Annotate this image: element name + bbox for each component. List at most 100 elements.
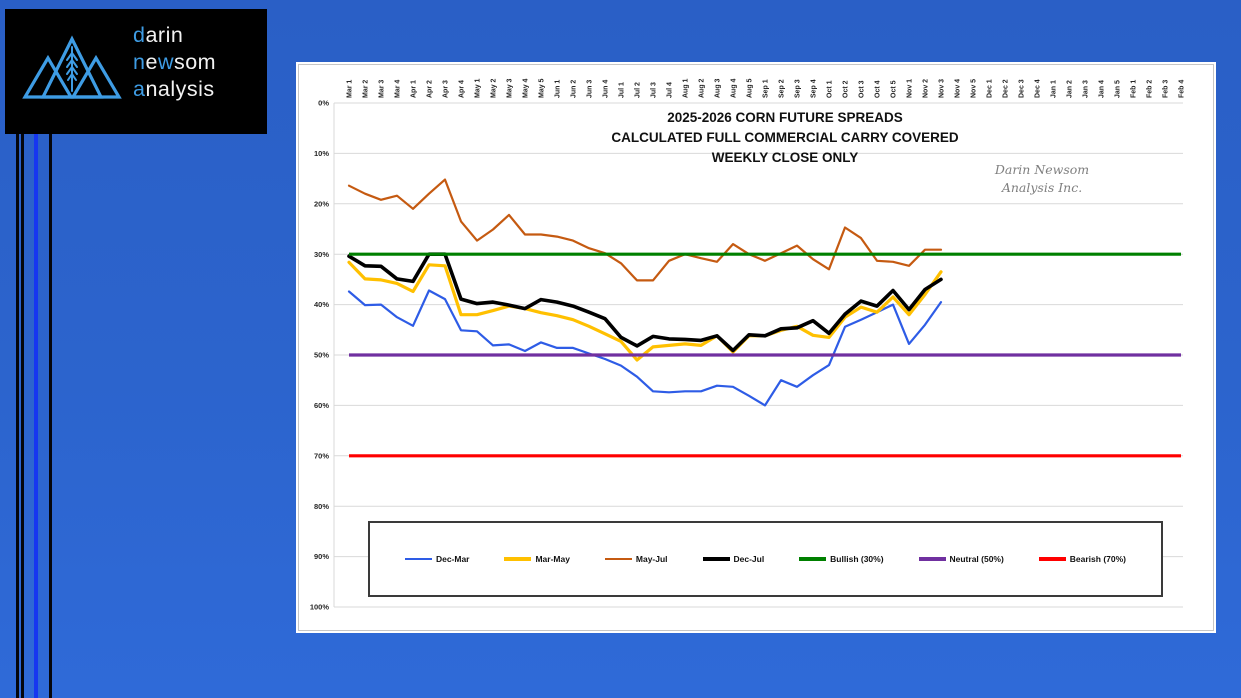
x-axis-tick-label: May 3 [507,78,514,98]
x-axis-tick-label: Jan 5 [1115,80,1122,98]
window-edge-stripe [33,134,38,698]
dna-mountains-wheat-icon [22,35,122,99]
y-axis-tick-label: 10% [314,149,329,158]
x-axis-tick-label: Apr 4 [459,80,466,98]
window-edge-stripe [16,134,19,698]
legend-line-swatch [799,557,827,561]
series-line-dec-mar [347,289,943,407]
y-axis-tick-label: 20% [314,199,329,208]
x-axis-tick-label: Dec 4 [1035,79,1042,98]
x-axis-tick-label: Sep 1 [763,79,770,98]
x-axis-tick-label: Jan 3 [1083,80,1090,98]
legend-label: Dec-Mar [435,554,470,564]
x-axis-tick-label: Sep 3 [795,79,802,98]
x-axis-tick-label: Jun 1 [555,80,562,98]
x-axis-tick-label: Nov 3 [939,79,946,98]
x-axis-tick-label: Oct 2 [843,80,850,98]
legend-line-swatch [604,557,632,561]
x-axis-tick-label: Dec 3 [1019,79,1026,98]
legend-entry: Neutral (50%) [918,554,1004,564]
watermark-signature: Darin Newsom Analysis Inc. [994,162,1090,195]
chart-window: 0% 10% 20% 30% 40% 50% 60% 70% 80% 90% 100% Mar 1 Ma… [296,62,1216,633]
x-axis-tick-label: Jan 1 [1051,80,1058,98]
x-axis-tick-label: Jul 1 [619,82,626,98]
window-edge-stripe [21,134,24,698]
x-axis-tick-label: Feb 2 [1147,80,1154,98]
x-axis-tick-label: Aug 1 [683,78,690,98]
x-axis-tick-label: May 5 [539,78,546,98]
legend-entry: Bullish (30%) [799,554,884,564]
brand-word: darin [133,23,184,47]
chart-title: 2025-2026 CORN FUTURE SPREADS CALCULATED… [611,110,959,165]
x-axis-tick-label: Mar 3 [379,80,386,98]
x-axis-tick-label: Nov 2 [923,79,930,98]
y-axis-tick-label: 40% [314,300,329,309]
legend-line-swatch [404,557,432,561]
legend-label: Neutral (50%) [949,554,1004,564]
legend-entry: Dec-Mar [404,554,470,564]
legend-entry: May-Jul [604,554,668,564]
legend-line-swatch [702,557,730,561]
brand-wordmark: darin newsom analysis [133,22,216,103]
corn-spread-line-chart: 0% 10% 20% 30% 40% 50% 60% 70% 80% 90% 100% Mar 1 Ma… [310,78,1186,612]
legend-label: Bullish (30%) [830,554,884,564]
y-axis-tick-label: 90% [314,552,329,561]
x-axis-tick-label: Apr 3 [443,80,450,98]
x-axis-tick-label: Jun 2 [571,80,578,98]
legend-label: Bearish (70%) [1069,554,1126,564]
legend-label: May-Jul [635,554,668,564]
x-axis-tick-label: Nov 1 [907,79,914,98]
x-axis-tick-label: Feb 4 [1179,80,1186,98]
x-axis-tick-label: Aug 4 [731,78,738,98]
x-axis-tick-label: Jun 3 [587,80,594,98]
x-axis-tick-label: Aug 5 [747,78,754,98]
y-axis-tick-label: 50% [314,351,329,360]
legend-label: Mar-May [535,554,570,564]
x-axis-tick-label: Sep 2 [779,79,786,98]
x-axis-tick-label: Dec 2 [1003,79,1010,98]
x-axis-tick-label: Apr 2 [427,80,434,98]
brand-word: analysis [133,77,215,101]
legend-line-swatch [1038,557,1066,561]
x-axis-tick-label: Oct 5 [891,80,898,98]
legend-label: Dec-Jul [733,554,765,564]
x-axis-tick-label: May 1 [475,78,482,98]
series-line-mar-may [347,260,943,362]
legend-line-swatch [504,557,532,561]
y-axis-tick-label: 0% [318,99,329,108]
x-axis-tick-label: Oct 1 [827,80,834,98]
x-axis-tick-label: Jul 3 [651,82,658,98]
y-axis-tick-label: 70% [314,451,329,460]
legend-line-swatch [918,557,946,561]
x-axis-tick-label: Jul 4 [667,82,674,98]
x-axis-tick-label: Mar 4 [395,80,402,98]
legend-entry: Dec-Jul [702,554,765,564]
chart-border [298,64,1214,631]
series-line-dec-jul [347,252,943,353]
y-axis-tick-label: 30% [314,250,329,259]
dna-brand-panel: darin newsom analysis [5,9,267,134]
x-axis-tick-label: Oct 4 [875,80,882,98]
x-axis-tick-label: Mar 2 [363,80,370,98]
x-axis-tick-label: Jan 4 [1099,80,1106,98]
x-axis-tick-label: May 2 [491,78,498,98]
x-axis-tick-label: Oct 3 [859,80,866,98]
series-line-may-jul [347,178,943,282]
x-axis-tick-label: Dec 1 [987,79,994,98]
legend-entry: Bearish (70%) [1038,554,1126,564]
x-axis-tick-label: Jul 2 [635,82,642,98]
x-axis-tick-label: Apr 1 [411,80,418,98]
y-axis-tick-label: 100% [310,603,330,612]
y-axis-tick-label: 60% [314,401,329,410]
x-axis-tick-label: Mar 1 [347,80,354,98]
x-axis-tick-label: Nov 4 [955,79,962,98]
y-axis-tick-label: 80% [314,502,329,511]
brand-word: newsom [133,50,217,74]
x-axis-tick-label: Aug 2 [699,78,706,98]
window-edge-stripe [48,134,52,698]
x-axis-tick-label: Feb 1 [1131,80,1138,98]
x-axis-tick-label: Nov 5 [971,79,978,98]
x-axis-tick-label: Jun 4 [603,80,610,98]
chart-legend: Dec-Mar Mar-May May-Jul Dec-Jul Bullish (30%… [368,521,1163,597]
